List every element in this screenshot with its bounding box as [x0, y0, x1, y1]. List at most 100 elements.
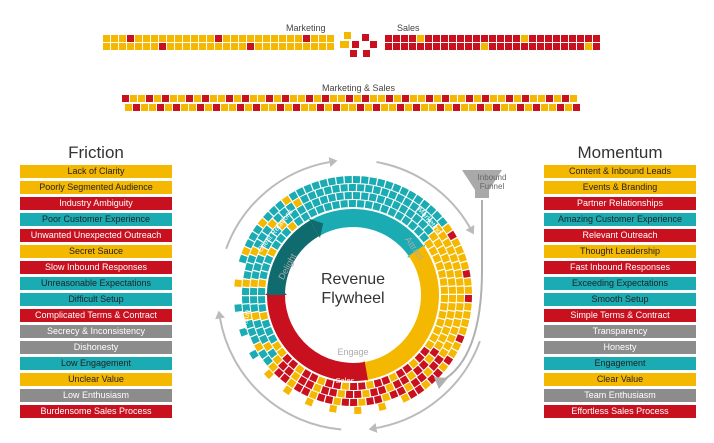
ring-cell [446, 245, 456, 256]
grid-cell [537, 35, 544, 42]
ring-cell [276, 380, 286, 391]
ring-cell [353, 192, 361, 200]
ring-cell [447, 302, 456, 311]
grid-cell [239, 43, 246, 50]
ring-cell [366, 397, 375, 406]
grid-cell [417, 35, 424, 42]
ring-cell [407, 220, 418, 231]
grid-cell [207, 35, 214, 42]
grid-cell [221, 104, 228, 111]
sales-label: Sales [397, 23, 420, 33]
ring-cell [441, 326, 451, 336]
ring-cell [312, 383, 322, 393]
grid-cell [301, 104, 308, 111]
grid-cell [143, 43, 150, 50]
momentum-item: Transparency [544, 325, 696, 338]
grid-cell [457, 43, 464, 50]
ring-cell [418, 219, 428, 230]
grid-cell [215, 35, 222, 42]
friction-item: Dishonesty [20, 341, 172, 354]
ring-cell [340, 184, 348, 192]
ring-cell [372, 186, 382, 195]
grid-cell [381, 104, 388, 111]
ring-cell [438, 310, 447, 320]
ring-cell [443, 355, 454, 366]
grid-cell [386, 95, 393, 102]
grid-cell [437, 104, 444, 111]
marketing-label: Marketing [286, 23, 326, 33]
ring-cell [422, 212, 433, 223]
ring-cell [311, 181, 321, 191]
ring-cell [448, 286, 456, 294]
grid-cell [175, 35, 182, 42]
grid-cell [473, 43, 480, 50]
grid-cell [445, 104, 452, 111]
sales-segment [267, 295, 368, 381]
ring-cell [276, 347, 287, 358]
grid-cell [545, 43, 552, 50]
grid-cell [229, 104, 236, 111]
ring-cell [301, 386, 311, 397]
ring-cell [305, 379, 315, 390]
ring-cell [312, 400, 322, 410]
grid-cell [247, 35, 254, 42]
client-relations-segment [310, 209, 424, 256]
ring-cell [416, 372, 427, 383]
grid-cell [127, 35, 134, 42]
grid-cell [311, 35, 318, 42]
grid-cell [521, 43, 528, 50]
ring-cell [284, 366, 295, 377]
grid-cell [441, 43, 448, 50]
transition-cells [340, 32, 380, 58]
ring-cell [285, 202, 296, 213]
ring-cell [258, 247, 269, 257]
grid-cell [554, 95, 561, 102]
ring-cell [275, 200, 285, 211]
ring-cell [402, 197, 413, 208]
ring-cell [241, 246, 251, 256]
grid-cell [333, 104, 340, 111]
ring-cell [405, 208, 416, 219]
outer-arrowhead-icon [465, 225, 475, 235]
ring-cell [259, 334, 269, 345]
ring-cell [458, 326, 468, 336]
grid-cell [309, 104, 316, 111]
ring-cell [276, 233, 286, 244]
grid-cell [514, 95, 521, 102]
outer-arrow [225, 161, 330, 250]
ring-cell [250, 296, 258, 304]
grid-cell [529, 43, 536, 50]
ring-cell [369, 388, 379, 397]
friction-item: Unreasonable Expectations [20, 277, 172, 290]
grid-cell [183, 35, 190, 42]
ring-cell [258, 363, 269, 373]
friction-item: Poorly Segmented Audience [20, 181, 172, 194]
grid-cell [373, 104, 380, 111]
grid-cell [274, 95, 281, 102]
momentum-item: Fast Inbound Responses [544, 261, 696, 274]
ring-cell [292, 198, 303, 208]
ring-cell [409, 201, 420, 212]
ring-cell [304, 397, 314, 407]
ring-cell [309, 373, 319, 383]
grid-cell [401, 35, 408, 42]
ring-cell [341, 398, 350, 406]
grid-cell [269, 104, 276, 111]
momentum-item: Smooth Setup [544, 293, 696, 306]
grid-cell [311, 43, 318, 50]
momentum-item: Thought Leadership [544, 245, 696, 258]
ring-cell [385, 399, 395, 409]
flywheel-title-line2: Flywheel [321, 290, 384, 307]
ring-cell [442, 238, 452, 248]
ring-cell [420, 199, 430, 210]
ring-cell [268, 362, 279, 372]
ring-cell [376, 195, 386, 204]
segment-arrow-icon [309, 218, 324, 238]
grid-cell [545, 35, 552, 42]
ring-cell [249, 349, 259, 360]
grid-cell [421, 104, 428, 111]
ring-cell [267, 218, 278, 229]
ring-cell [258, 287, 266, 295]
ring-cell [454, 269, 463, 278]
marketing-sales-grid [122, 95, 582, 115]
